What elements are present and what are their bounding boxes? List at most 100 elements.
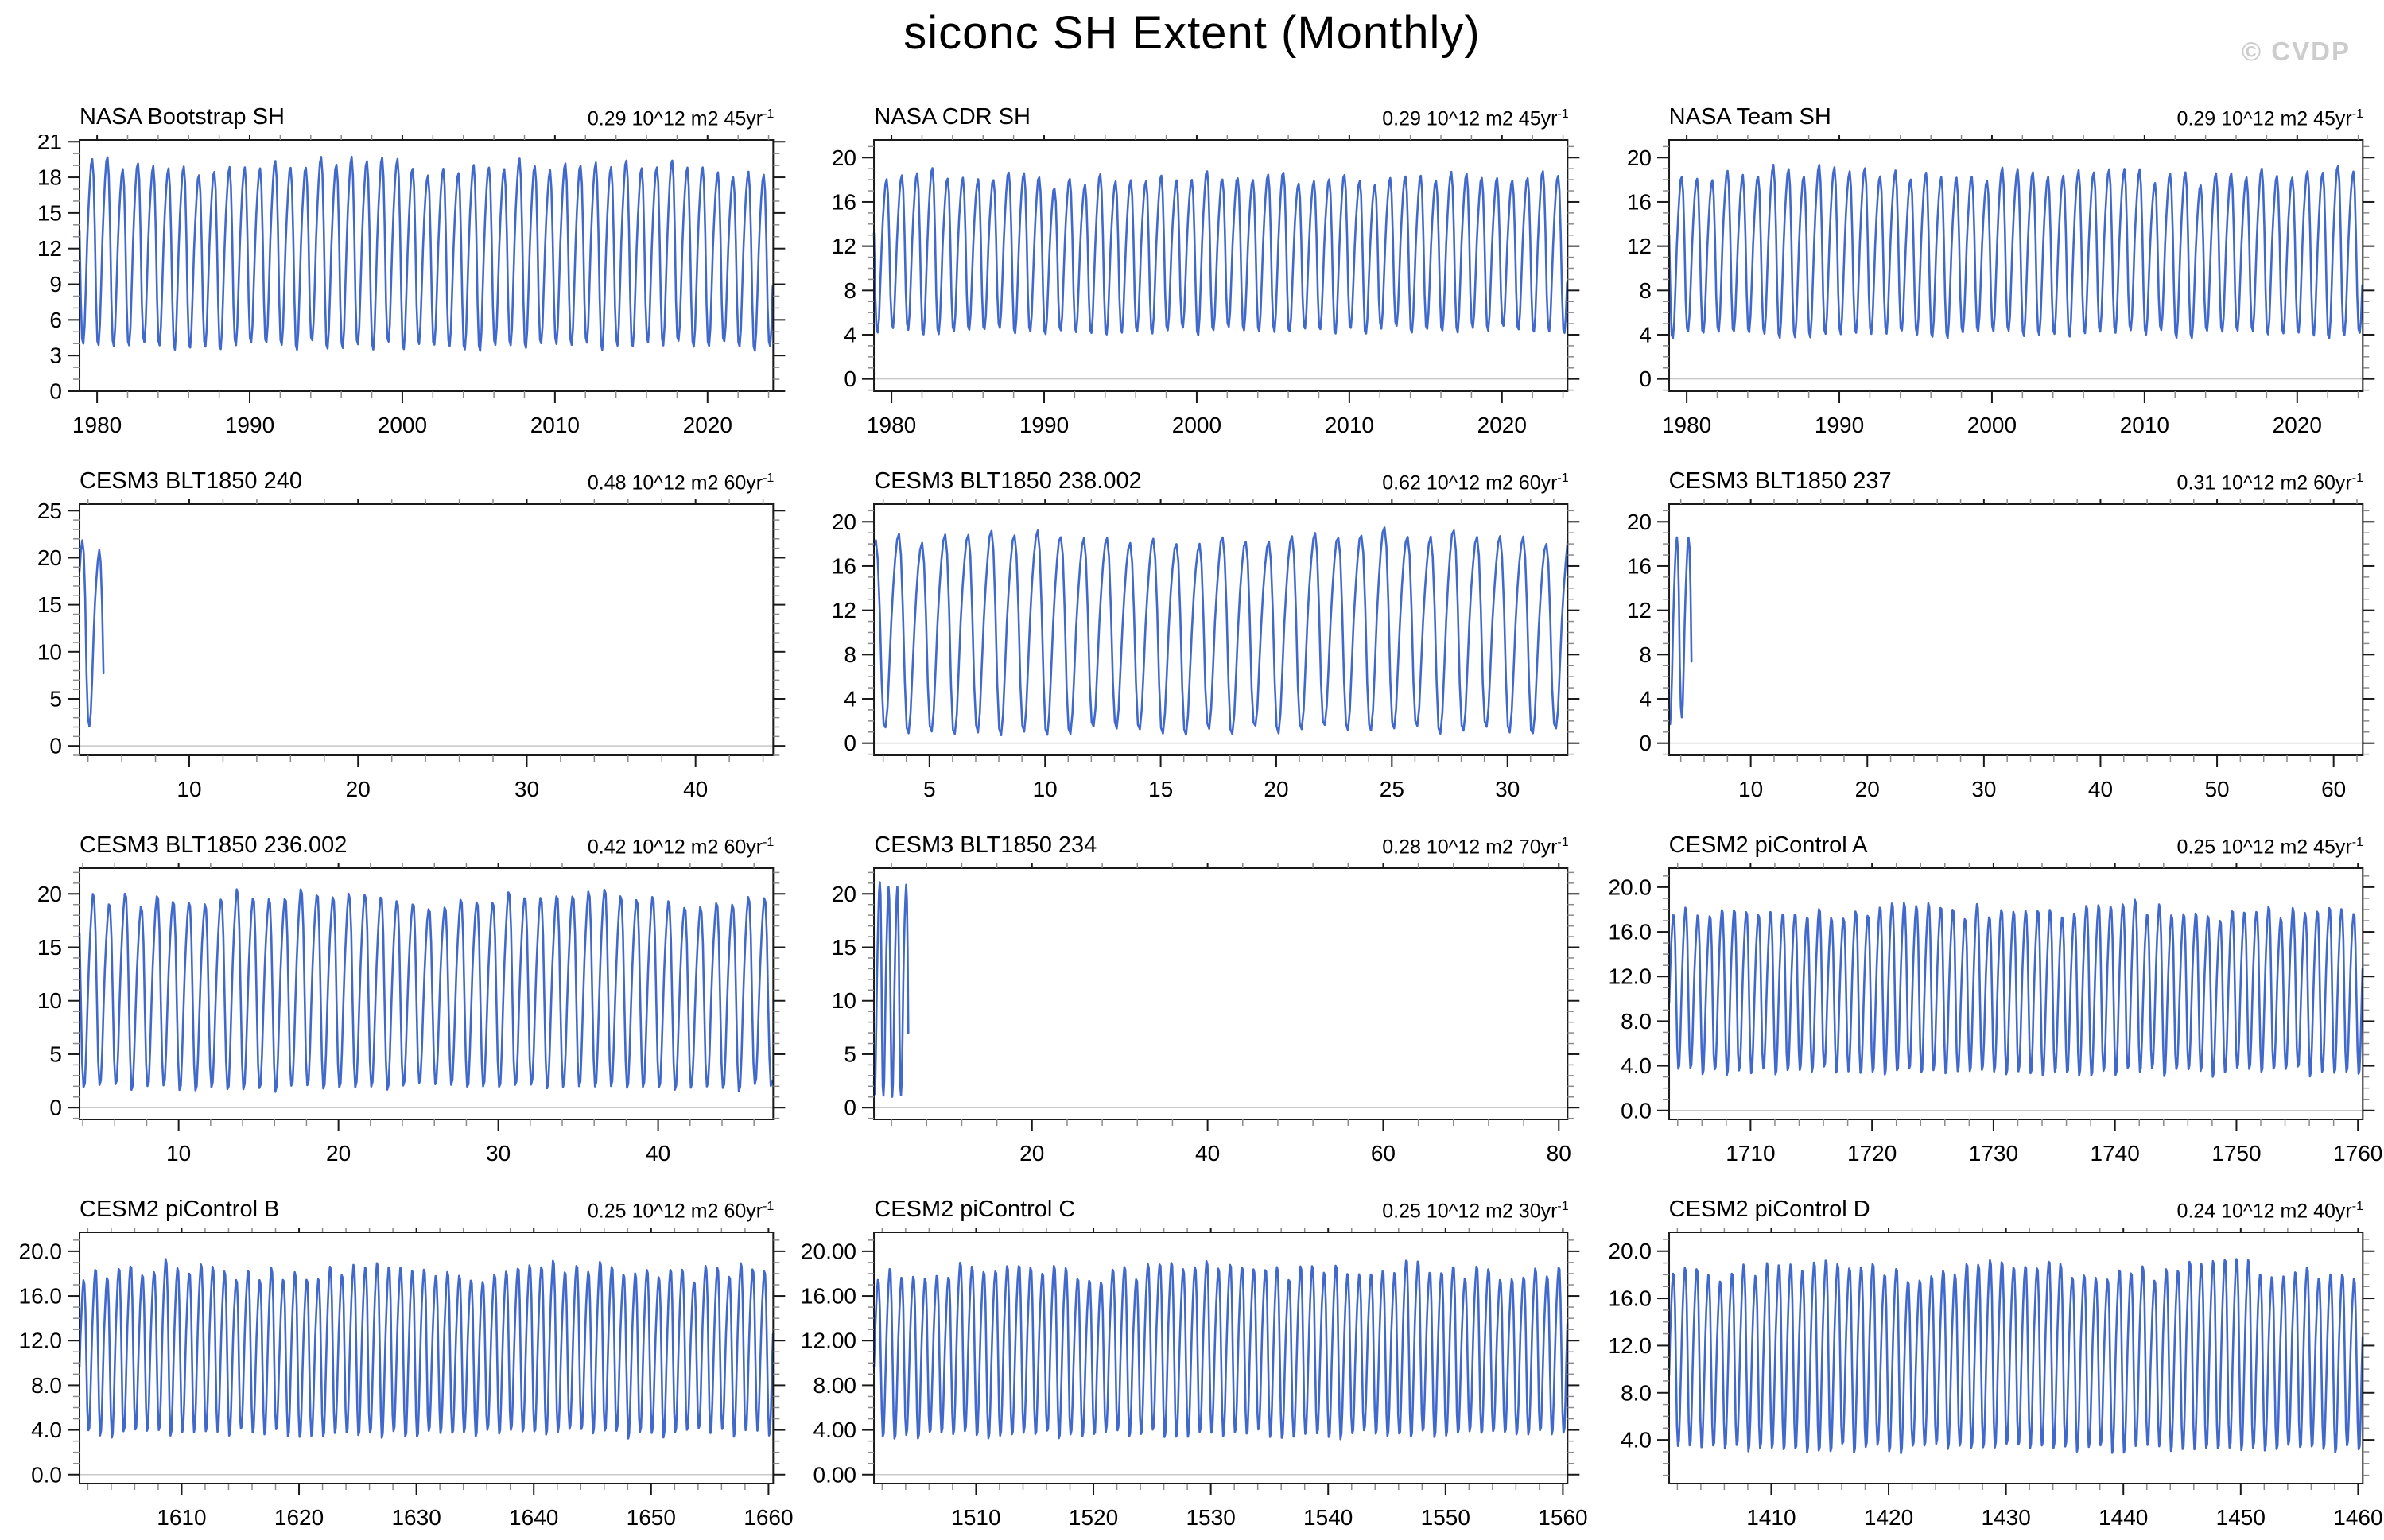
panel-title: NASA Bootstrap SH (80, 104, 285, 130)
y-tick-label: 15 (37, 935, 62, 960)
x-tick-label: 1710 (1726, 1141, 1775, 1166)
x-tick-label: 40 (646, 1141, 670, 1166)
y-tick-label: 8 (1639, 278, 1652, 303)
y-tick-label: 0 (49, 1096, 62, 1120)
panel-header: CESM2 piControl B 0.25 10^12 m2 60yr-1 (0, 1193, 794, 1223)
x-tick-label: 1750 (2211, 1141, 2261, 1166)
y-tick-label: 0 (844, 731, 857, 755)
y-tick-label: 12.00 (801, 1329, 856, 1353)
y-tick-label: 4.00 (813, 1418, 857, 1442)
x-tick-label: 1430 (1981, 1505, 2030, 1530)
x-tick-label: 60 (1371, 1141, 1396, 1166)
x-tick-label: 1980 (867, 413, 916, 437)
y-tick-label: 4.0 (1621, 1053, 1652, 1078)
x-tick-label: 1990 (1815, 413, 1864, 437)
panel-cesm2-picontrol-b: CESM2 piControl B 0.25 10^12 m2 60yr-1 161… (0, 1169, 794, 1533)
y-tick-label: 0.00 (813, 1462, 857, 1487)
y-tick-label: 5 (49, 1042, 62, 1066)
y-tick-label: 16.0 (1608, 1286, 1652, 1311)
x-tick-label: 1730 (1968, 1141, 2017, 1166)
y-tick-label: 20 (1627, 510, 1652, 534)
y-tick-label: 8 (844, 278, 857, 303)
y-tick-label: 15 (37, 592, 62, 617)
timeseries-line (873, 1259, 1569, 1441)
plot-frame (79, 503, 775, 756)
panel-title: NASA Team SH (1668, 104, 1831, 130)
x-tick-label: 2010 (2119, 413, 2169, 437)
y-tick-label: 0 (49, 734, 62, 758)
y-tick-label: 20.0 (1608, 1239, 1652, 1263)
y-tick-label: 15 (832, 935, 856, 960)
y-tick-label: 8 (1639, 642, 1652, 667)
panel-plot: 1980 1990 2000 2010 2020 0 3 6 9 12 15 18 21 (37, 135, 786, 437)
panel-nasa-team-sh: NASA Team SH 0.29 10^12 m2 45yr-1 1980 1990… (1590, 76, 2384, 440)
panel-header: CESM3 BLT1850 238.002 0.62 10^12 m2 60yr-… (794, 464, 1589, 495)
y-tick-label: 0.0 (1621, 1098, 1652, 1123)
y-tick-label: 20.00 (801, 1239, 856, 1263)
plot-frame (79, 1232, 775, 1484)
y-tick-label: 16.00 (801, 1284, 856, 1309)
panel-grid: NASA Bootstrap SH 0.29 10^12 m2 45yr-1 198… (0, 76, 2384, 1533)
panel-title: CESM2 piControl D (1668, 1197, 1870, 1222)
panel-trend-label: 0.25 10^12 m2 60yr-1 (587, 1199, 775, 1222)
x-tick-label: 20 (346, 777, 371, 801)
timeseries-line (873, 167, 1569, 337)
y-tick-label: 8.0 (31, 1373, 62, 1398)
y-tick-label: 4 (1639, 687, 1652, 712)
panel-header: CESM3 BLT1850 237 0.31 10^12 m2 60yr-1 (1590, 464, 2384, 495)
x-tick-label: 2000 (1967, 413, 2016, 437)
panel-title: CESM3 BLT1850 237 (1668, 468, 1892, 494)
y-tick-label: 20.0 (1608, 875, 1652, 899)
x-tick-label: 1760 (2333, 1141, 2382, 1166)
y-tick-label: 20 (1627, 145, 1652, 170)
x-tick-label: 2000 (378, 413, 427, 437)
x-tick-label: 1980 (72, 413, 122, 437)
y-tick-label: 4 (844, 323, 857, 347)
plot-frame (873, 1232, 1569, 1484)
x-tick-label: 60 (2321, 777, 2346, 801)
panel-header: NASA CDR SH 0.29 10^12 m2 45yr-1 (794, 100, 1589, 130)
plot-frame (873, 867, 1569, 1120)
y-tick-label: 20 (37, 882, 62, 906)
timeseries-line (1668, 1258, 2364, 1455)
plot-frame (1668, 139, 2363, 392)
panel-plot: 10 20 30 40 0 5 10 15 20 25 (37, 499, 786, 801)
y-tick-label: 8 (844, 642, 857, 667)
y-tick-label: 8.0 (1621, 1009, 1652, 1034)
panel-title: CESM3 BLT1850 236.002 (80, 832, 348, 858)
panel-title: CESM2 piControl C (874, 1197, 1076, 1222)
panel-title: CESM2 piControl A (1668, 832, 1868, 858)
x-tick-label: 10 (1738, 777, 1763, 801)
panel-plot: 20 40 60 80 0 5 10 15 20 (832, 863, 1580, 1166)
y-tick-label: 12.0 (1608, 1333, 1652, 1358)
timeseries-line (1668, 536, 1693, 726)
x-tick-label: 1620 (274, 1505, 324, 1530)
panel-plot: 1980 1990 2000 2010 2020 0 4 8 12 16 20 (832, 135, 1580, 437)
y-tick-label: 12 (832, 234, 856, 258)
x-tick-label: 1720 (1847, 1141, 1897, 1166)
panel-plot: 5 10 15 20 25 30 0 4 8 12 16 20 (832, 499, 1580, 801)
y-tick-label: 10 (832, 988, 856, 1013)
x-tick-label: 2020 (683, 413, 732, 437)
plot-frame (1668, 867, 2363, 1120)
x-tick-label: 2020 (1477, 413, 1527, 437)
plot-frame (79, 867, 775, 1120)
panel-cesm2-picontrol-a: CESM2 piControl A 0.25 10^12 m2 45yr-1 171… (1590, 805, 2384, 1169)
plot-frame (1668, 503, 2363, 756)
y-tick-label: 10 (37, 988, 62, 1013)
x-tick-label: 1530 (1186, 1505, 1236, 1530)
cvdp-watermark: © CVDP (2241, 37, 2351, 66)
y-tick-label: 16.0 (19, 1284, 63, 1309)
x-tick-label: 2020 (2272, 413, 2321, 437)
panel-title: CESM3 BLT1850 238.002 (874, 468, 1142, 494)
panel-nasa-bootstrap-sh: NASA Bootstrap SH 0.29 10^12 m2 45yr-1 198… (0, 76, 794, 440)
y-tick-label: 25 (37, 499, 62, 523)
y-tick-label: 4 (1639, 323, 1652, 347)
y-tick-label: 0 (1639, 731, 1652, 755)
timeseries-line (1668, 164, 2363, 339)
panel-trend-label: 0.29 10^12 m2 45yr-1 (2176, 107, 2363, 130)
panel-title: CESM3 BLT1850 234 (874, 832, 1097, 858)
panel-cesm3-blt1850-236-002: CESM3 BLT1850 236.002 0.42 10^12 m2 60yr-… (0, 805, 794, 1169)
x-tick-label: 20 (1020, 1141, 1045, 1166)
y-tick-label: 20 (37, 545, 62, 570)
